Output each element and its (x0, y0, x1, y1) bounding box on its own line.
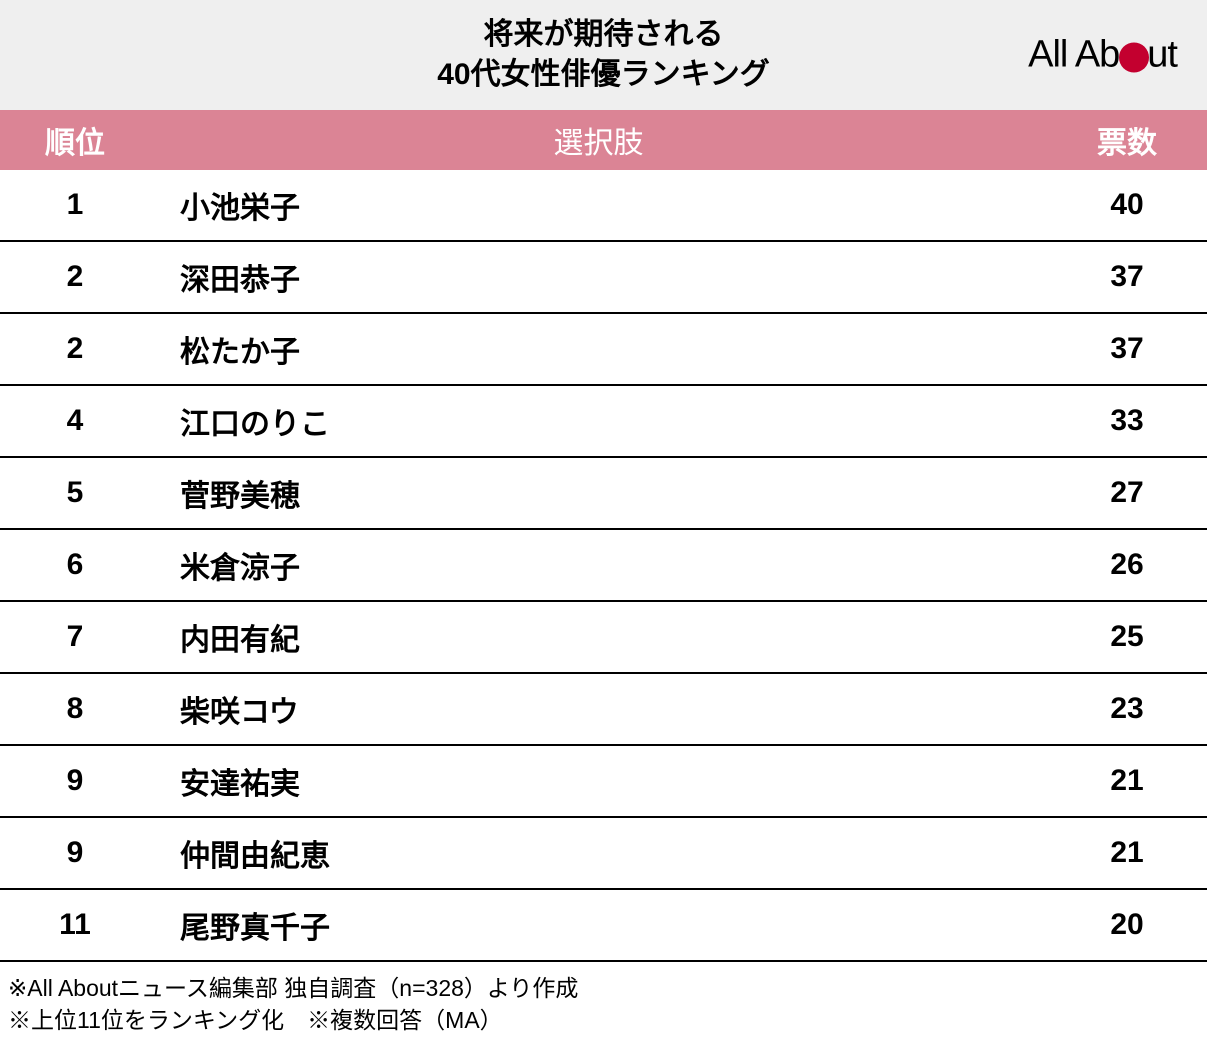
table-row: 11尾野真千子20 (0, 890, 1207, 962)
cell-votes: 25 (1047, 620, 1207, 654)
cell-rank: 7 (0, 620, 150, 654)
logo-dot-icon (1119, 42, 1149, 72)
table-row: 1小池栄子40 (0, 170, 1207, 242)
cell-rank: 9 (0, 836, 150, 870)
table-row: 7内田有紀25 (0, 602, 1207, 674)
cell-rank: 8 (0, 692, 150, 726)
cell-votes: 26 (1047, 548, 1207, 582)
table-body: 1小池栄子402深田恭子372松たか子374江口のりこ335菅野美穂276米倉涼… (0, 170, 1207, 962)
cell-name: 仲間由紀恵 (150, 831, 1047, 875)
cell-rank: 1 (0, 188, 150, 222)
title-line-2: 40代女性俳優ランキング (437, 58, 769, 91)
col-header-name: 選択肢 (150, 118, 1047, 162)
page-title: 将来が期待される 40代女性俳優ランキング (437, 15, 769, 96)
cell-votes: 21 (1047, 836, 1207, 870)
cell-rank: 2 (0, 332, 150, 366)
cell-votes: 27 (1047, 476, 1207, 510)
cell-name: 江口のりこ (150, 399, 1047, 443)
cell-name: 尾野真千子 (150, 903, 1047, 947)
cell-name: 松たか子 (150, 327, 1047, 371)
table-row: 6米倉涼子26 (0, 530, 1207, 602)
title-line-1: 将来が期待される (483, 18, 723, 51)
cell-name: 小池栄子 (150, 183, 1047, 227)
table-row: 9仲間由紀恵21 (0, 818, 1207, 890)
table-row: 5菅野美穂27 (0, 458, 1207, 530)
cell-name: 菅野美穂 (150, 471, 1047, 515)
cell-votes: 37 (1047, 260, 1207, 294)
table-row: 2松たか子37 (0, 314, 1207, 386)
cell-votes: 33 (1047, 404, 1207, 438)
col-header-rank: 順位 (0, 118, 150, 162)
table-row: 8柴咲コウ23 (0, 674, 1207, 746)
cell-votes: 23 (1047, 692, 1207, 726)
table-row: 9安達祐実21 (0, 746, 1207, 818)
cell-rank: 4 (0, 404, 150, 438)
cell-votes: 21 (1047, 764, 1207, 798)
cell-rank: 11 (0, 908, 150, 942)
footer-line-2: ※上位11位をランキング化 ※複数回答（MA） (8, 1004, 1199, 1036)
cell-rank: 2 (0, 260, 150, 294)
col-header-votes: 票数 (1047, 118, 1207, 162)
cell-rank: 6 (0, 548, 150, 582)
cell-votes: 37 (1047, 332, 1207, 366)
cell-votes: 40 (1047, 188, 1207, 222)
logo-prefix: All Ab (1028, 34, 1119, 77)
footer-notes: ※All Aboutニュース編集部 独自調査（n=328）より作成 ※上位11位… (0, 962, 1207, 1056)
cell-name: 米倉涼子 (150, 543, 1047, 587)
table-row: 2深田恭子37 (0, 242, 1207, 314)
cell-votes: 20 (1047, 908, 1207, 942)
footer-line-1: ※All Aboutニュース編集部 独自調査（n=328）より作成 (8, 972, 1199, 1004)
allabout-logo: All Ab ut (1028, 34, 1177, 77)
cell-rank: 9 (0, 764, 150, 798)
cell-name: 柴咲コウ (150, 687, 1047, 731)
cell-rank: 5 (0, 476, 150, 510)
logo-suffix: ut (1147, 34, 1177, 77)
cell-name: 安達祐実 (150, 759, 1047, 803)
header-bar: 将来が期待される 40代女性俳優ランキング All Ab ut (0, 0, 1207, 110)
cell-name: 内田有紀 (150, 615, 1047, 659)
cell-name: 深田恭子 (150, 255, 1047, 299)
table-row: 4江口のりこ33 (0, 386, 1207, 458)
table-header-row: 順位 選択肢 票数 (0, 110, 1207, 170)
